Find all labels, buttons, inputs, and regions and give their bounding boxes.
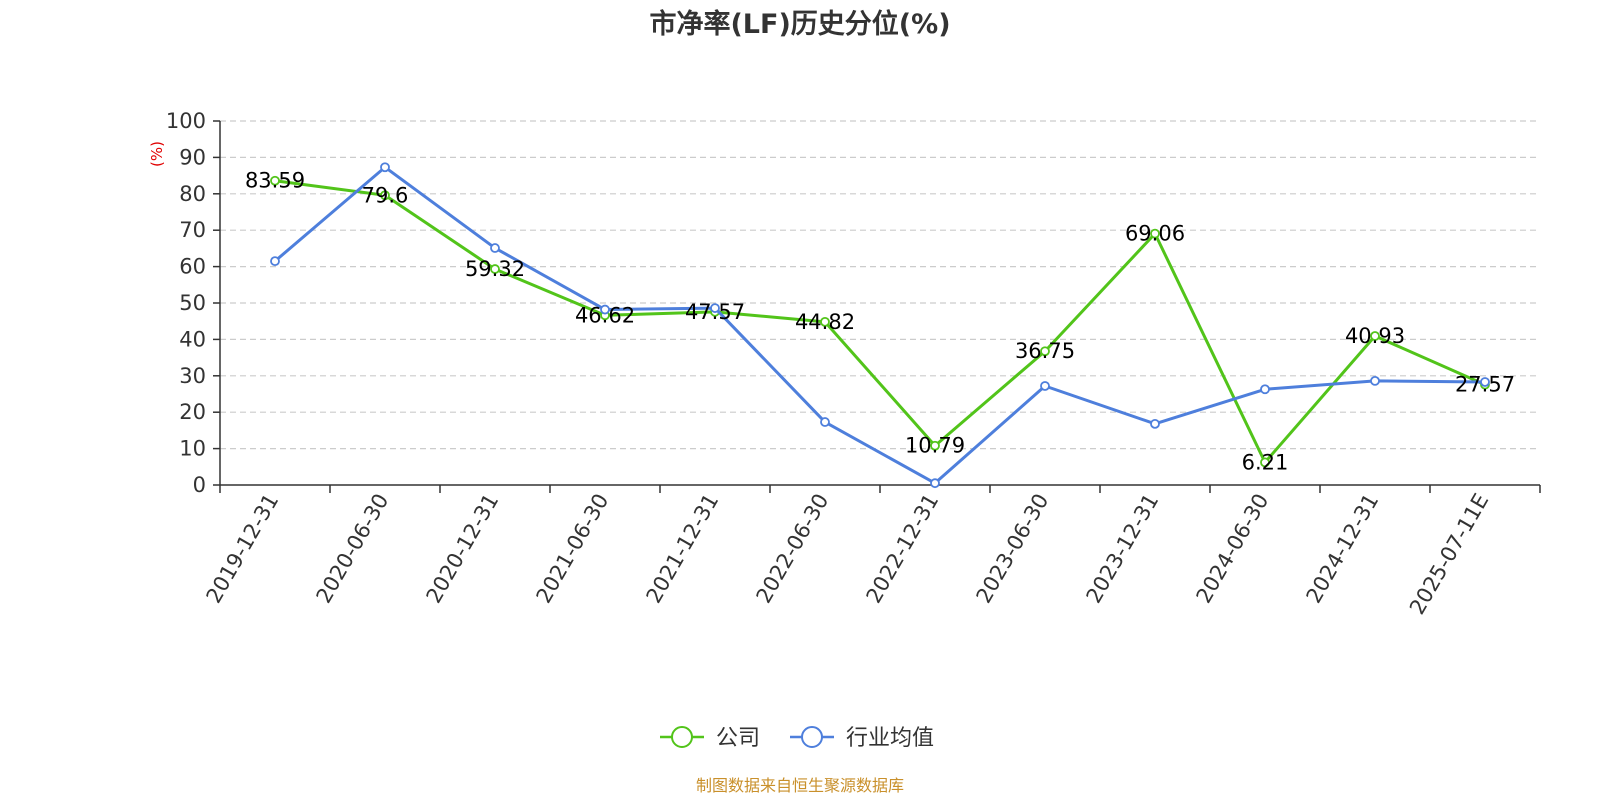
y-tick-label: 80 bbox=[179, 182, 206, 206]
x-tick-label: 2024-12-31 bbox=[1302, 490, 1384, 608]
y-tick-label: 50 bbox=[179, 291, 206, 315]
data-point[interactable] bbox=[1370, 331, 1380, 341]
legend-label: 公司 bbox=[716, 726, 760, 751]
data-label: 40.93 bbox=[1345, 324, 1405, 348]
legend[interactable]: 公司 行业均值 bbox=[660, 726, 934, 751]
data-label: 27.57 bbox=[1455, 373, 1515, 397]
data-point[interactable] bbox=[270, 256, 280, 267]
x-tick-label: 2023-06-30 bbox=[972, 490, 1054, 608]
y-tick-label: 20 bbox=[179, 400, 206, 424]
data-point[interactable] bbox=[1150, 418, 1160, 429]
y-tick-label: 10 bbox=[179, 437, 206, 461]
data-point[interactable] bbox=[710, 303, 720, 313]
y-tick-label: 0 bbox=[193, 473, 206, 497]
x-tick-label: 2023-12-31 bbox=[1082, 490, 1164, 608]
y-tick-label: 100 bbox=[166, 109, 206, 133]
data-label: 83.59 bbox=[245, 169, 305, 193]
x-tick-label: 2022-06-30 bbox=[752, 490, 834, 608]
data-label: 47.57 bbox=[685, 300, 745, 324]
x-tick-label: 2024-06-30 bbox=[1192, 490, 1274, 608]
x-tick-label: 2020-12-31 bbox=[422, 490, 504, 608]
data-point[interactable] bbox=[380, 162, 390, 173]
y-tick-label: 90 bbox=[179, 145, 206, 169]
data-point[interactable] bbox=[1260, 457, 1270, 468]
y-tick-label: 30 bbox=[179, 364, 206, 388]
y-tick-label: 70 bbox=[179, 218, 206, 242]
data-point[interactable] bbox=[1370, 375, 1380, 386]
data-point[interactable] bbox=[490, 264, 500, 274]
chart-title: 市净率(LF)历史分位(%) bbox=[649, 8, 950, 40]
data-label: 36.75 bbox=[1015, 339, 1075, 363]
data-label: 6.21 bbox=[1242, 450, 1289, 474]
legend-item[interactable]: 公司 bbox=[660, 726, 760, 751]
data-point[interactable] bbox=[820, 316, 830, 327]
data-point[interactable] bbox=[380, 190, 390, 201]
series-line bbox=[274, 165, 1486, 485]
series-lines bbox=[270, 162, 1490, 489]
data-point[interactable] bbox=[1040, 346, 1050, 357]
data-point[interactable] bbox=[930, 478, 940, 489]
data-label: 79.6 bbox=[362, 183, 409, 207]
x-tick-label: 2021-06-30 bbox=[532, 490, 614, 608]
data-label: 69.06 bbox=[1125, 222, 1185, 246]
y-tick-label: 40 bbox=[179, 327, 206, 351]
data-point[interactable] bbox=[930, 440, 940, 451]
data-point[interactable] bbox=[270, 175, 280, 186]
data-point[interactable] bbox=[1260, 384, 1270, 395]
legend-marker bbox=[671, 726, 693, 748]
legend-item[interactable]: 行业均值 bbox=[790, 726, 934, 751]
legend-marker bbox=[801, 726, 823, 748]
data-point[interactable] bbox=[1480, 377, 1490, 387]
series-line bbox=[274, 179, 1486, 464]
data-point[interactable] bbox=[820, 417, 830, 427]
y-axis-unit-label: (%) bbox=[148, 141, 166, 167]
x-tick-label: 2019-12-31 bbox=[202, 490, 284, 608]
data-point[interactable] bbox=[1150, 228, 1160, 239]
data-point[interactable] bbox=[600, 304, 610, 315]
source-note: 制图数据来自恒生聚源数据库 bbox=[696, 776, 904, 795]
data-label: 10.79 bbox=[905, 434, 965, 458]
x-tick-label: 2025-07-11E bbox=[1405, 490, 1493, 619]
x-tick-label: 2021-12-31 bbox=[642, 490, 724, 608]
x-tick-label: 2022-12-31 bbox=[862, 490, 944, 608]
legend-label: 行业均值 bbox=[846, 726, 934, 751]
x-tick-label: 2020-06-30 bbox=[312, 490, 394, 608]
data-point[interactable] bbox=[490, 243, 500, 253]
y-tick-label: 60 bbox=[179, 255, 206, 279]
data-label: 44.82 bbox=[795, 310, 855, 334]
data-label: 46.62 bbox=[575, 303, 635, 327]
data-point[interactable] bbox=[1040, 381, 1050, 391]
grid-lines bbox=[220, 120, 1540, 450]
data-label: 59.32 bbox=[465, 257, 525, 281]
data-labels: 83.59 79.6 59.32 46.62 47.57 44.82 10.79 36.75 6… bbox=[245, 169, 1515, 475]
